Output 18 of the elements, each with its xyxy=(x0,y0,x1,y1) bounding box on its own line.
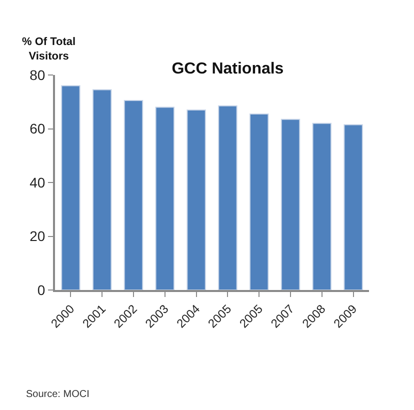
source-note: Source: MOCI xyxy=(26,389,90,400)
bar xyxy=(92,89,112,290)
y-tick-label: 40 xyxy=(30,174,46,190)
bar xyxy=(280,118,300,290)
bar xyxy=(124,100,144,290)
bar xyxy=(218,105,238,290)
y-tick-label: 20 xyxy=(30,228,46,244)
bar xyxy=(155,106,175,290)
chart-title: GCC Nationals xyxy=(172,60,284,78)
y-tick-label: 80 xyxy=(30,66,46,83)
bar xyxy=(312,122,332,290)
y-tick-label: 60 xyxy=(30,120,46,137)
bar xyxy=(61,85,80,290)
bar xyxy=(344,124,363,290)
bar xyxy=(249,113,269,290)
bar xyxy=(186,109,206,290)
y-axis-title: % Of Total Visitors xyxy=(22,36,76,62)
y-tick-label: 0 xyxy=(37,282,46,298)
